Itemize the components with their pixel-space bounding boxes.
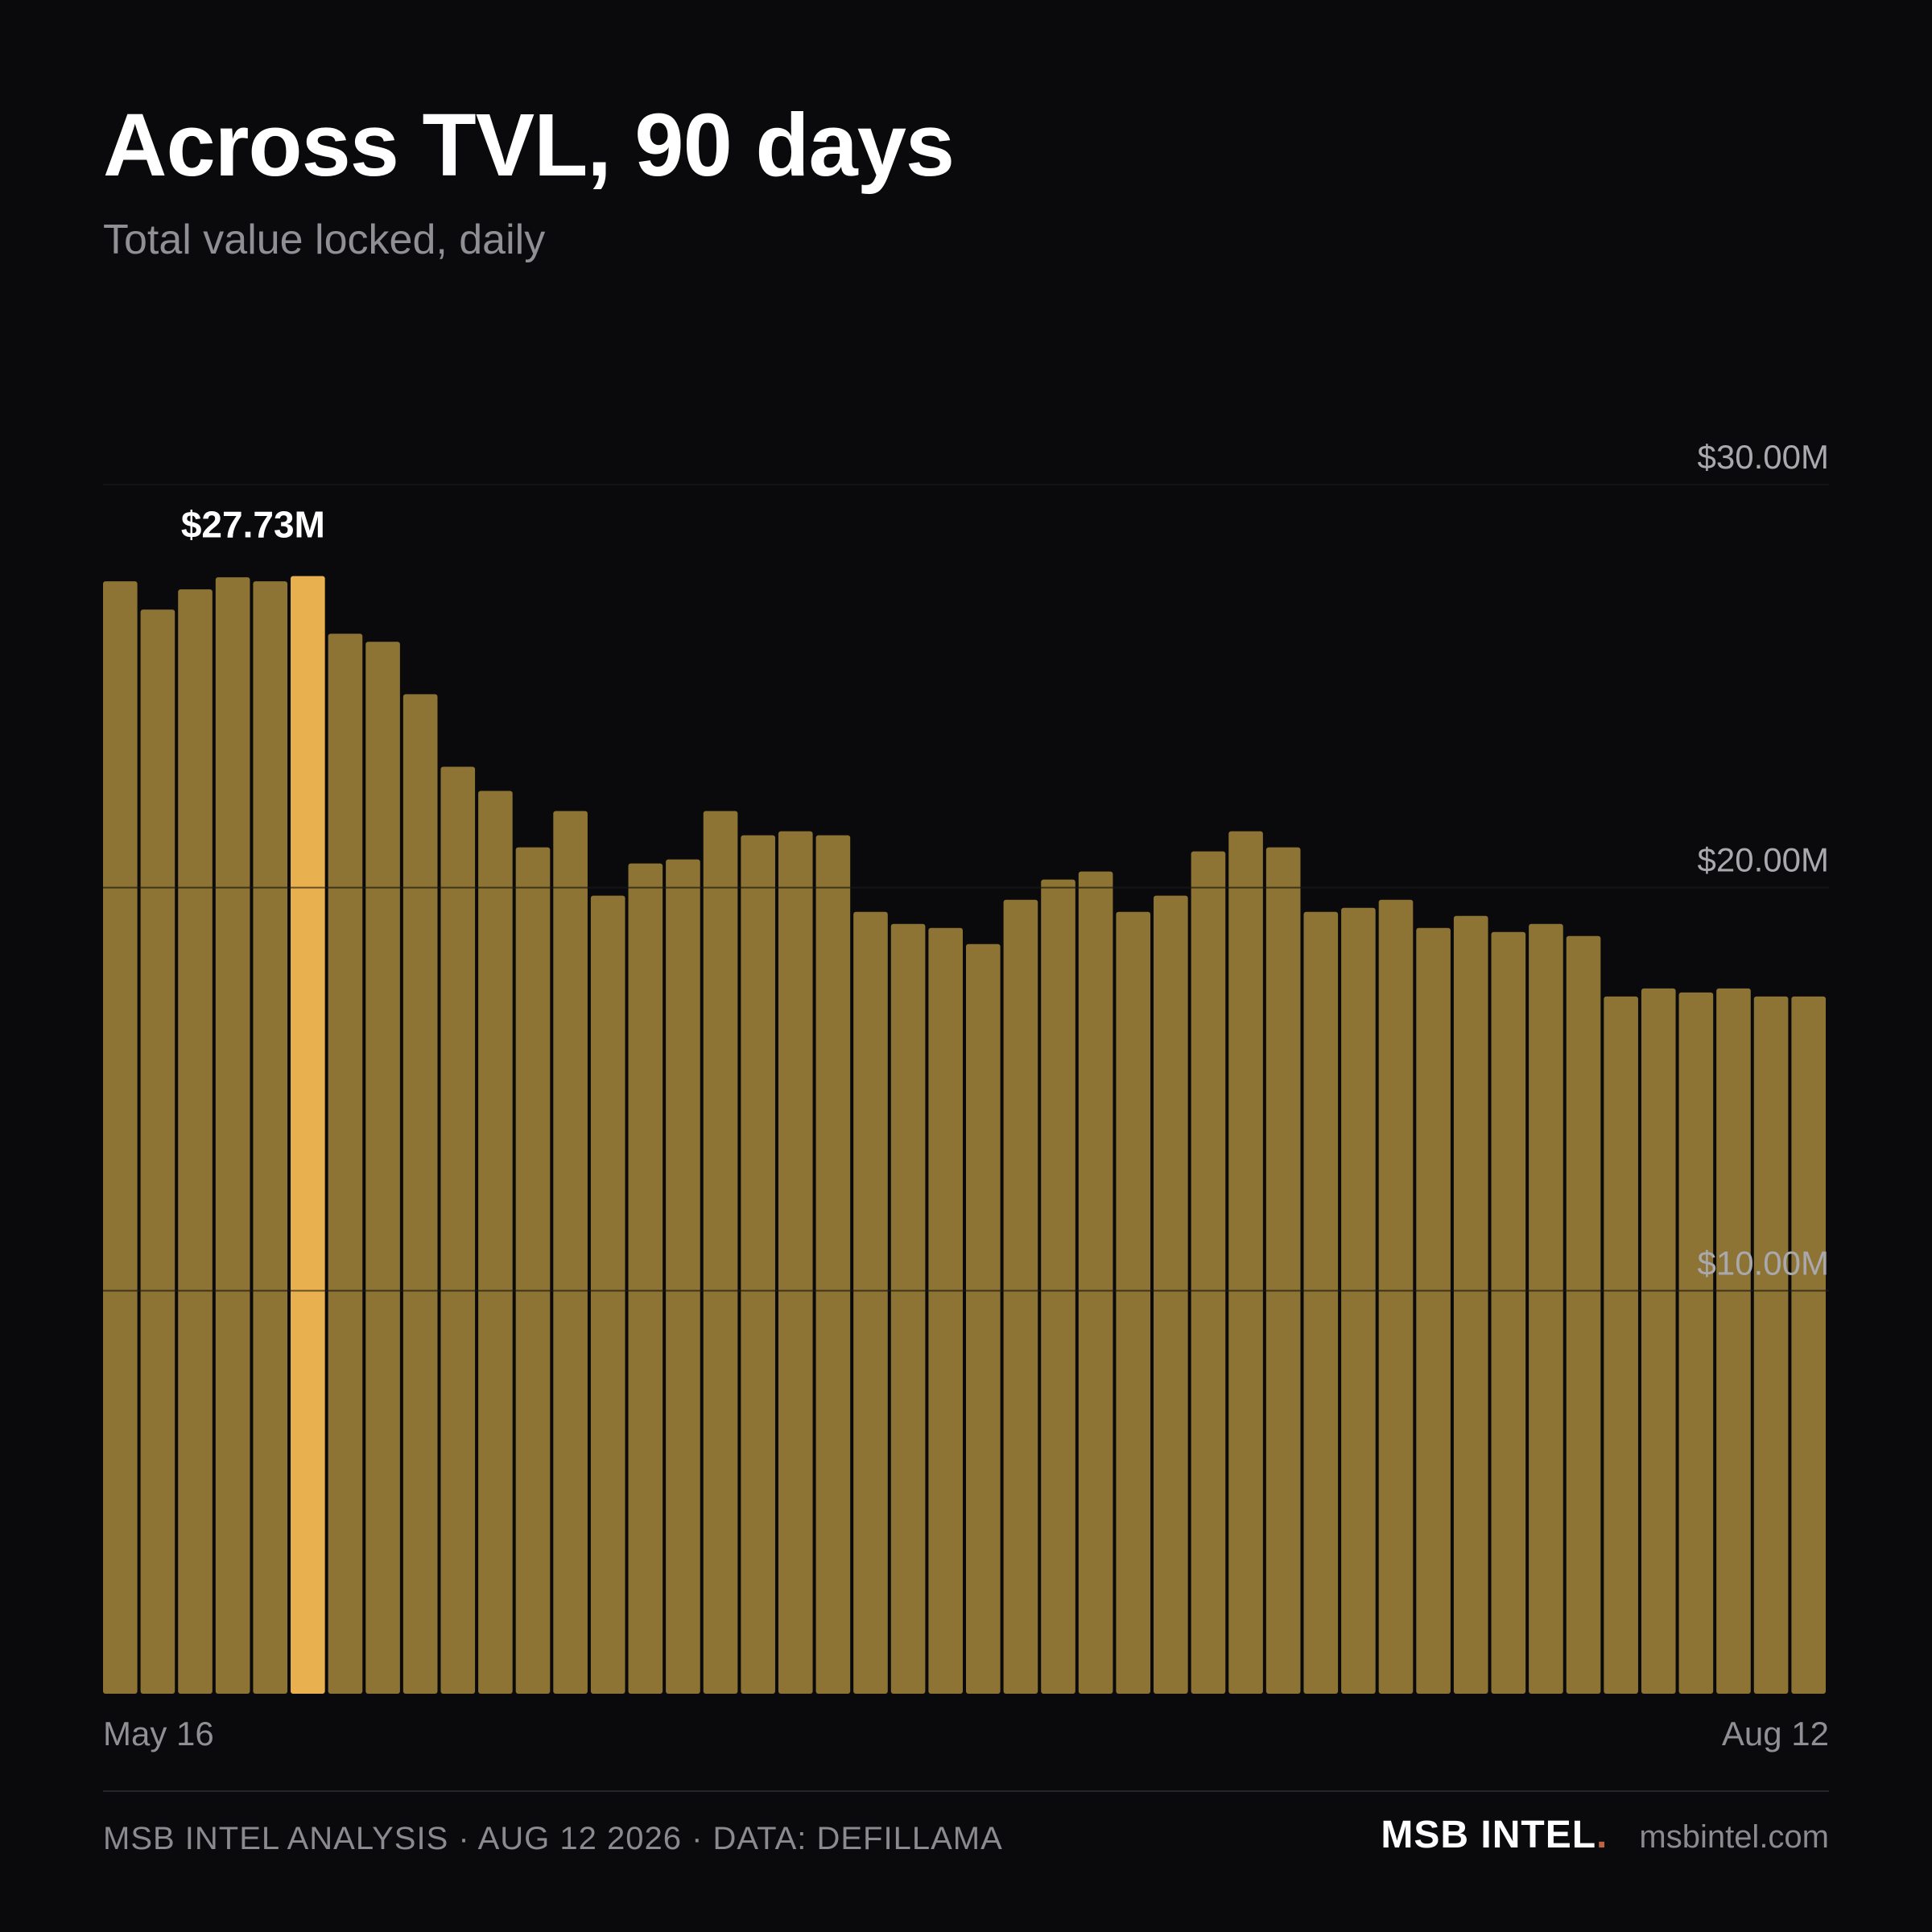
bar [215, 577, 250, 1694]
bar [1604, 996, 1638, 1694]
bar [1416, 927, 1451, 1694]
footer-credit: MSB INTEL ANALYSIS · AUG 12 2026 · DATA:… [103, 1821, 1003, 1856]
bar [1791, 996, 1826, 1694]
bar [628, 863, 663, 1694]
bar [1341, 907, 1376, 1694]
bar [703, 811, 738, 1694]
bar [1566, 935, 1601, 1694]
bar [1491, 931, 1526, 1694]
bar [815, 835, 851, 1694]
bar [1154, 895, 1188, 1694]
y-tick-label: $10.00M [1698, 1244, 1829, 1282]
chart-subtitle: Total value locked, daily [103, 217, 546, 263]
bar [1116, 911, 1151, 1694]
bar [253, 581, 288, 1695]
footer-divider [103, 1790, 1829, 1792]
bar [1228, 831, 1263, 1694]
bar [402, 694, 438, 1694]
brand-domain[interactable]: msbintel.com [1639, 1819, 1829, 1855]
bar [778, 831, 813, 1694]
bar-highlight [291, 576, 325, 1694]
chart-title: Across TVL, 90 days [103, 96, 955, 195]
bar [178, 589, 213, 1695]
bar [1678, 992, 1714, 1694]
bar [853, 911, 888, 1694]
bar [1529, 923, 1563, 1694]
bar [1716, 988, 1751, 1694]
bar [1265, 847, 1301, 1694]
y-tick-label: $20.00M [1698, 841, 1829, 879]
x-label-end: Aug 12 [1722, 1715, 1829, 1752]
bar [1041, 879, 1075, 1694]
bar [553, 811, 588, 1694]
bar [515, 847, 551, 1694]
bar [103, 581, 138, 1695]
bar [1078, 871, 1113, 1694]
bar [440, 766, 476, 1694]
x-label-start: May 16 [103, 1715, 214, 1752]
bar [1303, 911, 1339, 1694]
highlight-value-label: $27.73M [181, 504, 325, 546]
bar [328, 634, 363, 1694]
bars [103, 484, 1829, 1695]
bar [966, 943, 1001, 1694]
bar [1003, 899, 1038, 1694]
bar [928, 927, 963, 1694]
bar [365, 642, 400, 1694]
bar [890, 923, 926, 1694]
bar [478, 791, 513, 1694]
bar [1753, 996, 1789, 1694]
footer-brand: MSB INTEL. msbintel.com [1381, 1813, 1829, 1857]
bar [1641, 988, 1676, 1694]
bar [1453, 915, 1488, 1694]
bar [666, 859, 700, 1694]
y-tick-label: $30.00M [1698, 438, 1829, 476]
bar [140, 609, 175, 1695]
bar [590, 895, 625, 1694]
chart-labels: $10.00M $20.00M $30.00M $27.73M May 16 Aug 12 [103, 438, 1829, 1752]
brand-dot: . [1596, 1814, 1608, 1856]
bar [741, 835, 775, 1694]
brand-name: MSB INTEL [1381, 1814, 1597, 1856]
bar [1378, 899, 1414, 1694]
bar [1191, 851, 1226, 1694]
